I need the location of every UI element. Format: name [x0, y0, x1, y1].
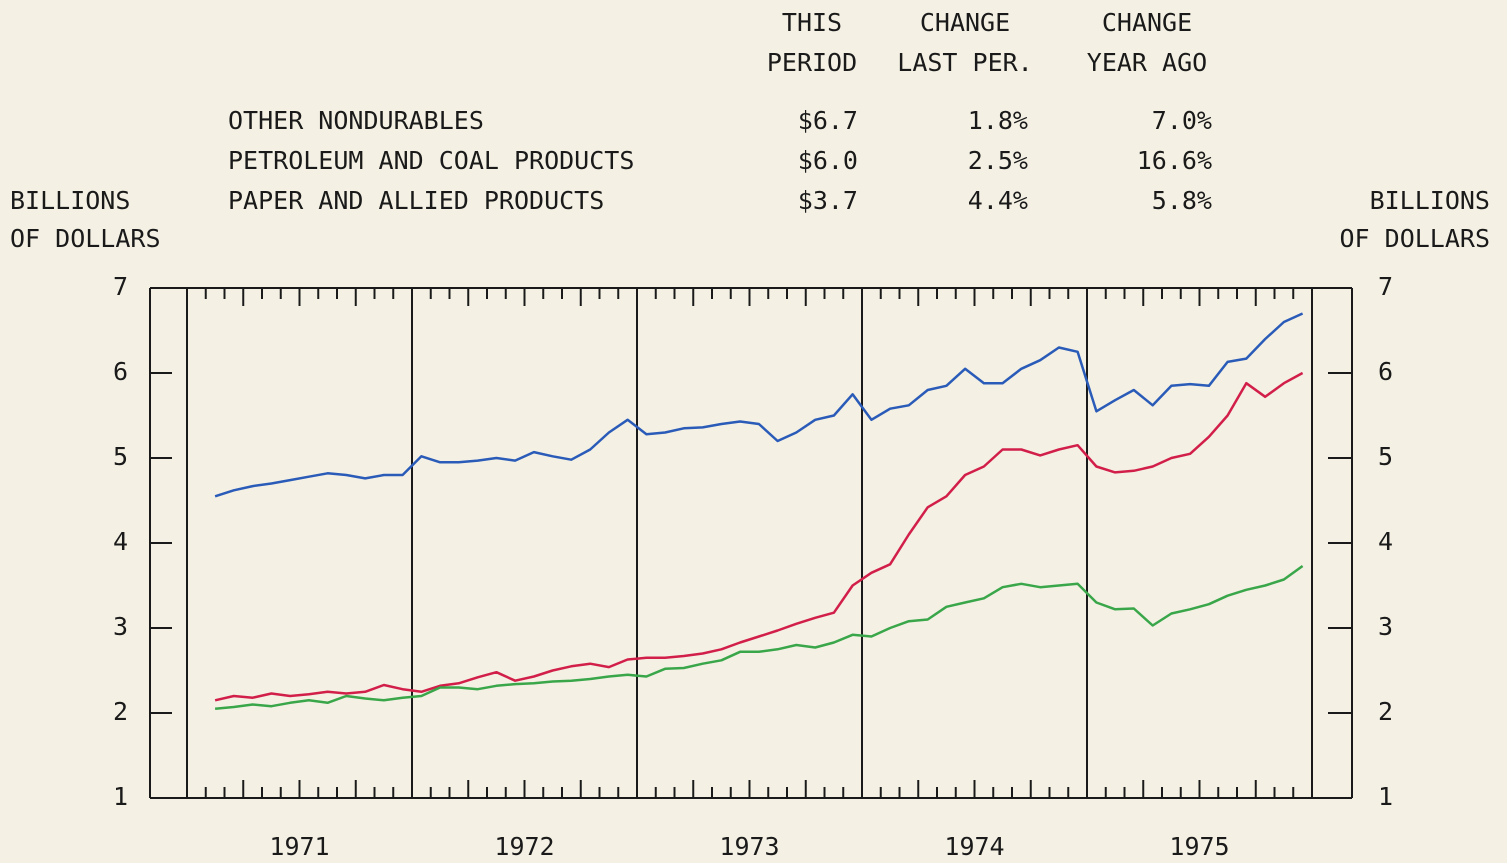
- y2-tick-label: 7: [1378, 272, 1393, 301]
- table-value: $6.7: [798, 106, 858, 135]
- column-header: CHANGE: [1102, 8, 1192, 37]
- y-tick-label: 5: [113, 442, 128, 471]
- y2-tick-label: 4: [1378, 527, 1393, 556]
- y-tick-label: 1: [113, 782, 128, 811]
- y2-axis-label: BILLIONS: [1370, 186, 1490, 215]
- table-value: $6.0: [798, 146, 858, 175]
- column-header: CHANGE: [920, 8, 1010, 37]
- table-value: 7.0%: [1152, 106, 1212, 135]
- legend-label: PETROLEUM AND COAL PRODUCTS: [228, 146, 634, 175]
- y2-tick-label: 1: [1378, 782, 1393, 811]
- y-axis-label: OF DOLLARS: [10, 224, 161, 253]
- y2-tick-label: 3: [1378, 612, 1393, 641]
- table-value: 4.4%: [968, 186, 1028, 215]
- table-value: 2.5%: [968, 146, 1028, 175]
- table-value: 16.6%: [1137, 146, 1212, 175]
- y-tick-label: 6: [113, 357, 128, 386]
- series-line: [214, 371, 1304, 702]
- table-value: 5.8%: [1152, 186, 1212, 215]
- table-value: $3.7: [798, 186, 858, 215]
- y-axis-label: BILLIONS: [10, 186, 130, 215]
- x-tick-label: 1974: [944, 832, 1004, 861]
- y2-tick-label: 2: [1378, 697, 1393, 726]
- y2-axis-label: OF DOLLARS: [1339, 224, 1490, 253]
- column-header: LAST PER.: [897, 48, 1032, 77]
- legend-label: PAPER AND ALLIED PRODUCTS: [228, 186, 604, 215]
- x-tick-label: 1973: [719, 832, 779, 861]
- column-header: YEAR AGO: [1087, 48, 1207, 77]
- y-tick-label: 3: [113, 612, 128, 641]
- column-header: PERIOD: [767, 48, 857, 77]
- table-value: 1.8%: [968, 106, 1028, 135]
- legend-label: OTHER NONDURABLES: [228, 106, 484, 135]
- x-tick-label: 1972: [494, 832, 554, 861]
- series-line: [214, 564, 1304, 711]
- y-tick-label: 7: [113, 272, 128, 301]
- y2-tick-label: 6: [1378, 357, 1393, 386]
- x-tick-label: 1975: [1169, 832, 1229, 861]
- y2-tick-label: 5: [1378, 442, 1393, 471]
- y-tick-label: 4: [113, 527, 128, 556]
- series-line: [214, 312, 1304, 498]
- y-tick-label: 2: [113, 697, 128, 726]
- column-header: THIS: [782, 8, 842, 37]
- x-tick-label: 1971: [269, 832, 329, 861]
